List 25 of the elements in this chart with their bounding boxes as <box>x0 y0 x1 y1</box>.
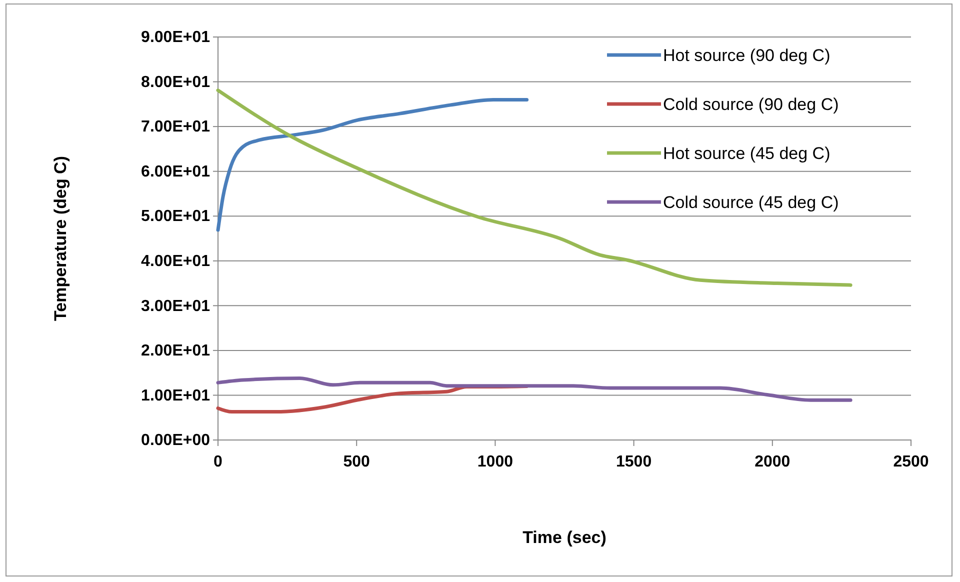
line-series <box>216 88 852 287</box>
y-axis-title: Temperature (deg C) <box>51 156 70 321</box>
x-tick-label: 1500 <box>616 454 652 471</box>
x-tick-label: 500 <box>343 454 370 471</box>
y-tick-label: 1.00E+01 <box>141 387 210 404</box>
x-tick-label: 0 <box>214 454 223 471</box>
legend-label: Cold source (90 deg C) <box>663 95 839 114</box>
x-tick-label: 1000 <box>477 454 514 471</box>
y-tick-label: 6.00E+01 <box>141 163 210 180</box>
y-tick-label: 2.00E+01 <box>141 342 210 360</box>
line-series <box>216 376 852 402</box>
y-tick-label: 9.00E+01 <box>141 29 210 46</box>
x-tick-label: 2500 <box>893 454 929 471</box>
y-tick-label: 5.00E+01 <box>141 208 210 226</box>
legend-label: Hot source (90 deg C) <box>663 46 830 65</box>
line-series <box>216 98 529 232</box>
legend-label: Hot source (45 deg C) <box>663 144 830 163</box>
y-tick-label: 3.00E+01 <box>141 298 210 315</box>
y-tick-label: 7.00E+01 <box>141 118 210 136</box>
legend-label: Cold source (45 deg C) <box>663 193 839 212</box>
x-tick-label: 2000 <box>754 454 790 471</box>
x-axis-title: Time (sec) <box>522 528 606 547</box>
y-tick-label: 4.00E+01 <box>141 253 210 270</box>
y-tick-label: 0.00E+00 <box>141 432 210 450</box>
y-tick-label: 8.00E+01 <box>141 74 210 91</box>
